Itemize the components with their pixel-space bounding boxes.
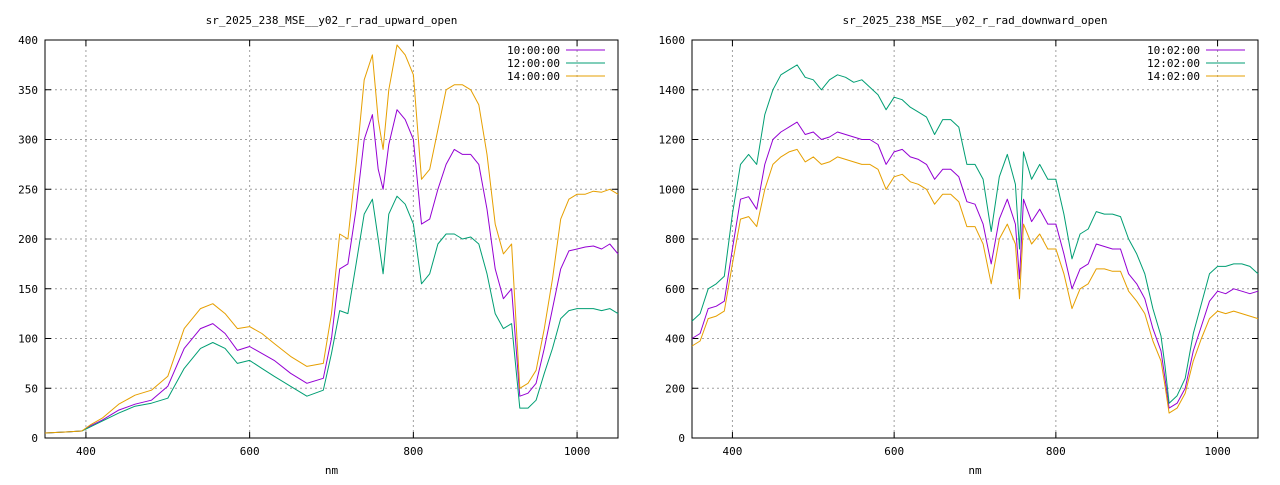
series-line-100000 (44, 109, 619, 434)
legend-label: 12:02:00 (1147, 57, 1200, 70)
y-tick-label: 400 (18, 34, 38, 47)
y-tick-label: 400 (665, 333, 685, 346)
x-tick-label: 1000 (1204, 445, 1231, 458)
y-tick-label: 600 (665, 283, 685, 296)
series-line-100200 (691, 121, 1259, 409)
legend-label: 14:00:00 (507, 70, 560, 83)
legend-label: 10:00:00 (507, 44, 560, 57)
x-axis-label: nm (325, 464, 339, 477)
series-line-140200 (691, 148, 1259, 414)
series-line-140000 (44, 44, 619, 434)
y-tick-label: 300 (18, 134, 38, 147)
y-tick-label: 0 (678, 432, 685, 445)
series-line-120000 (44, 195, 619, 434)
x-tick-label: 600 (884, 445, 904, 458)
y-tick-label: 50 (25, 382, 38, 395)
y-tick-label: 800 (665, 233, 685, 246)
y-tick-label: 1400 (659, 84, 686, 97)
y-tick-label: 250 (18, 183, 38, 196)
x-tick-label: 800 (1046, 445, 1066, 458)
legend-label: 12:00:00 (507, 57, 560, 70)
series-line-120200 (691, 64, 1259, 404)
y-tick-label: 1000 (659, 183, 686, 196)
y-tick-label: 0 (31, 432, 38, 445)
y-tick-label: 1200 (659, 134, 686, 147)
x-axis-label: nm (968, 464, 982, 477)
y-tick-label: 200 (665, 382, 685, 395)
x-tick-label: 600 (240, 445, 260, 458)
x-tick-label: 1000 (564, 445, 591, 458)
x-tick-label: 400 (76, 445, 96, 458)
x-tick-label: 800 (403, 445, 423, 458)
y-tick-label: 150 (18, 283, 38, 296)
legend-label: 10:02:00 (1147, 44, 1200, 57)
y-tick-label: 350 (18, 84, 38, 97)
chart-panel-1: 0 50 100 150 200 250 300 350 400 400 600 800 1000 sr_… (18, 14, 619, 477)
y-tick-label: 1600 (659, 34, 686, 47)
x-tick-label: 400 (722, 445, 742, 458)
chart-title: sr_2025_238_MSE__y02_r_rad_downward_open (843, 14, 1108, 27)
y-tick-label: 100 (18, 333, 38, 346)
chart-panel-2: 0 200 400 600 800 1000 1200 1400 1600 400 600 800 10… (659, 14, 1259, 477)
legend-label: 14:02:00 (1147, 70, 1200, 83)
y-tick-label: 200 (18, 233, 38, 246)
chart-title: sr_2025_238_MSE__y02_r_rad_upward_open (206, 14, 458, 27)
